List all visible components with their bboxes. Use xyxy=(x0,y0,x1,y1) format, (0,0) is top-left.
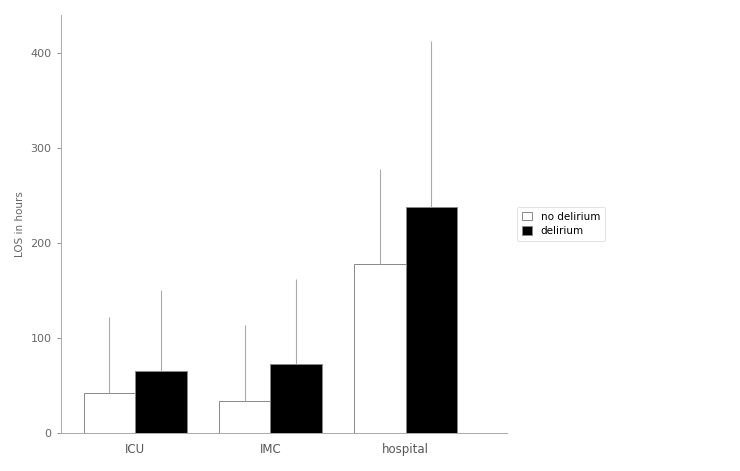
Bar xyxy=(219,401,270,432)
Bar xyxy=(354,264,406,432)
Legend: no delirium, delirium: no delirium, delirium xyxy=(517,206,605,241)
Bar xyxy=(406,207,457,432)
Bar xyxy=(270,364,322,432)
Y-axis label: LOS in hours: LOS in hours xyxy=(15,191,25,257)
Bar xyxy=(135,371,186,432)
Bar xyxy=(84,393,135,432)
